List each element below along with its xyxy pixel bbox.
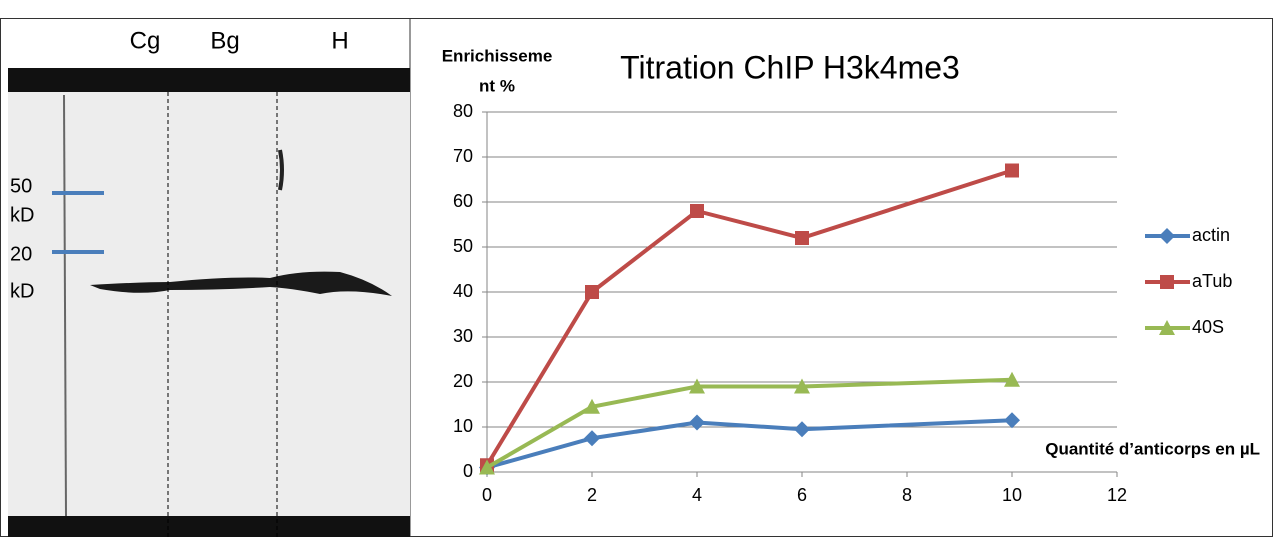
blot-band	[90, 271, 392, 296]
blot: Cg Bg H 50 kD 20 kD	[8, 27, 410, 537]
blot-streak	[63, 94, 67, 517]
lane-label: Cg	[130, 27, 161, 54]
y-axis-label: Enrichisseme	[442, 46, 553, 65]
x-tick-label: 12	[1107, 485, 1127, 505]
y-tick-label: 40	[453, 281, 473, 301]
y-tick-label: 50	[453, 236, 473, 256]
data-point	[1005, 163, 1019, 178]
chart-title: Titration ChIP H3k4me3	[620, 49, 960, 85]
data-point	[689, 414, 705, 431]
y-tick-label: 10	[453, 416, 473, 436]
lane-label: H	[331, 27, 348, 54]
x-tick-label: 4	[692, 485, 702, 505]
y-tick-label: 70	[453, 146, 473, 166]
x-tick-label: 2	[587, 485, 597, 505]
lane-label: Bg	[210, 27, 239, 54]
data-point	[689, 378, 705, 394]
y-tick-label: 60	[453, 191, 473, 211]
y-axis-label: nt %	[479, 76, 515, 95]
x-tick-label: 6	[797, 485, 807, 505]
x-tick-label: 8	[902, 485, 912, 505]
marker-size: 20	[10, 243, 32, 265]
data-point	[584, 430, 600, 447]
legend-marker	[1159, 228, 1175, 244]
data-point	[690, 204, 704, 218]
blot-spot	[278, 149, 284, 191]
y-tick-label: 30	[453, 326, 473, 346]
y-tick-label: 20	[453, 371, 473, 391]
data-point	[479, 459, 495, 475]
marker-unit: kD	[10, 204, 34, 226]
data-point	[794, 421, 810, 438]
data-point	[584, 398, 600, 414]
legend-marker	[1160, 275, 1174, 289]
x-axis-label: Quantité d’anticorps en µL	[1045, 439, 1260, 458]
legend-label: aTub	[1192, 271, 1232, 291]
blot-bottom-band	[8, 516, 410, 537]
blot-membrane	[8, 92, 410, 516]
y-tick-label: 80	[453, 101, 473, 121]
x-tick-label: 0	[482, 485, 492, 505]
y-tick-label: 0	[463, 461, 473, 481]
data-point	[1004, 371, 1020, 387]
blot-top-band	[8, 68, 410, 92]
x-tick-label: 10	[1002, 485, 1022, 505]
legend-marker	[1159, 320, 1175, 335]
data-point	[1004, 412, 1020, 429]
legend-label: 40S	[1192, 317, 1224, 337]
data-point	[795, 231, 809, 245]
legend-label: actin	[1192, 225, 1230, 245]
marker-unit: kD	[10, 280, 34, 302]
marker-size: 50	[10, 175, 32, 197]
data-point	[585, 285, 599, 299]
data-point	[794, 378, 810, 394]
